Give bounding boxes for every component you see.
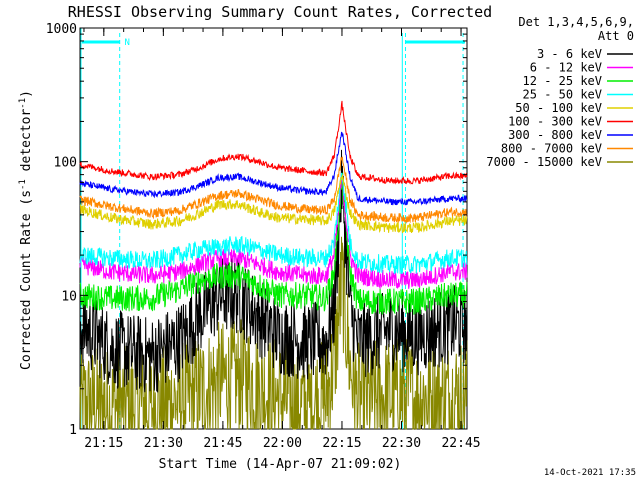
- chart-title: RHESSI Observing Summary Count Rates, Co…: [68, 3, 492, 21]
- legend-label: 50 - 100 keV: [515, 101, 602, 115]
- legend-header-line2: Att 0: [598, 29, 634, 43]
- legend-label: 25 - 50 keV: [523, 88, 602, 102]
- y-tick-label: 1000: [46, 22, 77, 37]
- series-line-2: [79, 172, 468, 315]
- x-axis: 21:15 21:30 21:45 22:00 22:15 22:30 22:45: [83, 28, 481, 451]
- series-line-0: [79, 149, 468, 393]
- x-tick-label: 22:00: [263, 436, 302, 451]
- y-label-sup2: -1: [18, 98, 28, 109]
- y-axis: 1 10 100 1000: [46, 22, 467, 438]
- legend-label: 100 - 300 keV: [508, 115, 602, 129]
- x-tick-label: 21:15: [84, 436, 123, 451]
- series-line-4: [79, 174, 468, 234]
- y-label-sup1: -1: [18, 179, 28, 190]
- y-tick-label: 100: [54, 156, 77, 171]
- x-tick-label: 22:15: [322, 436, 361, 451]
- y-label-part3: ): [19, 90, 34, 98]
- x-tick-label: 22:30: [382, 436, 421, 451]
- x-tick-label: 21:45: [203, 436, 242, 451]
- y-tick-label: 10: [61, 289, 77, 304]
- plot-area: [79, 27, 468, 430]
- legend-label: 6 - 12 keV: [530, 61, 602, 75]
- series-line-8: [79, 236, 468, 431]
- footer-timestamp: 14-Oct-2021 17:35: [544, 468, 636, 478]
- series-line-7: [79, 156, 468, 224]
- legend-label: 800 - 7000 keV: [501, 142, 602, 156]
- series-line-1: [79, 176, 468, 290]
- y-label-part1: Corrected Count Rate (s: [19, 190, 34, 370]
- legend-label: 7000 - 15000 keV: [486, 155, 602, 169]
- series-line-5: [79, 100, 468, 185]
- x-tick-label: 21:30: [144, 436, 183, 451]
- legend-label: 12 - 25 keV: [523, 74, 602, 88]
- x-axis-label: Start Time (14-Apr-07 21:09:02): [159, 457, 402, 472]
- series-group: [79, 100, 468, 431]
- series-line-6: [79, 131, 468, 206]
- y-label-part2: detector: [19, 109, 34, 180]
- y-axis-label: Corrected Count Rate (s-1 detector-1): [18, 90, 34, 370]
- legend-label: 300 - 800 keV: [508, 128, 602, 142]
- series-line-3: [79, 172, 468, 275]
- night-annotation: N: [124, 38, 129, 48]
- x-tick-label: 22:45: [441, 436, 480, 451]
- legend-label: 3 - 6 keV: [537, 47, 602, 61]
- legend-header-line1: Det 1,3,4,5,6,9,: [518, 15, 634, 29]
- y-tick-label: 1: [69, 423, 77, 438]
